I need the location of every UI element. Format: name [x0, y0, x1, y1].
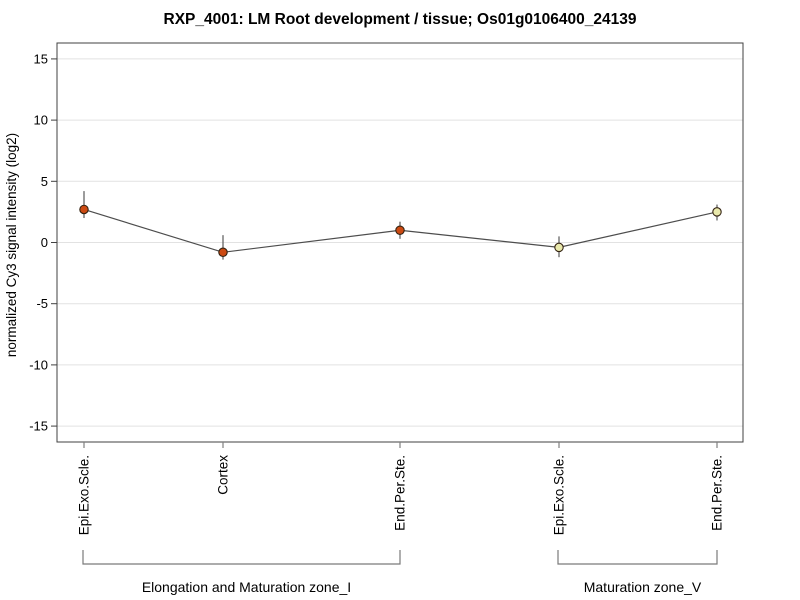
data-point-marker: [395, 225, 405, 236]
y-tick-label: -10: [29, 357, 48, 372]
y-tick-label: -15: [29, 419, 48, 434]
x-category-label: Epi.Exo.Scle.: [552, 455, 567, 535]
y-tick-label: 15: [34, 51, 48, 66]
group-label: Maturation zone_V: [584, 579, 702, 595]
data-point-marker: [554, 242, 564, 253]
x-category-label: Cortex: [216, 455, 231, 495]
data-point-marker: [79, 204, 89, 215]
y-tick-label: 0: [41, 235, 48, 250]
data-point-marker: [712, 207, 722, 217]
x-category-label: End.Per.Ste.: [710, 455, 725, 531]
y-tick-label: 5: [41, 174, 48, 189]
group-label: Elongation and Maturation zone_I: [142, 579, 351, 595]
y-tick-label: 10: [34, 113, 48, 128]
x-category-label: Epi.Exo.Scle.: [77, 455, 92, 535]
x-category-label: End.Per.Ste.: [393, 455, 408, 531]
y-tick-label: -5: [36, 296, 48, 311]
group-bracket: [557, 550, 718, 565]
group-bracket: [82, 550, 401, 565]
data-point-marker: [218, 247, 228, 258]
chart-title: RXP_4001: LM Root development / tissue; …: [163, 11, 637, 28]
